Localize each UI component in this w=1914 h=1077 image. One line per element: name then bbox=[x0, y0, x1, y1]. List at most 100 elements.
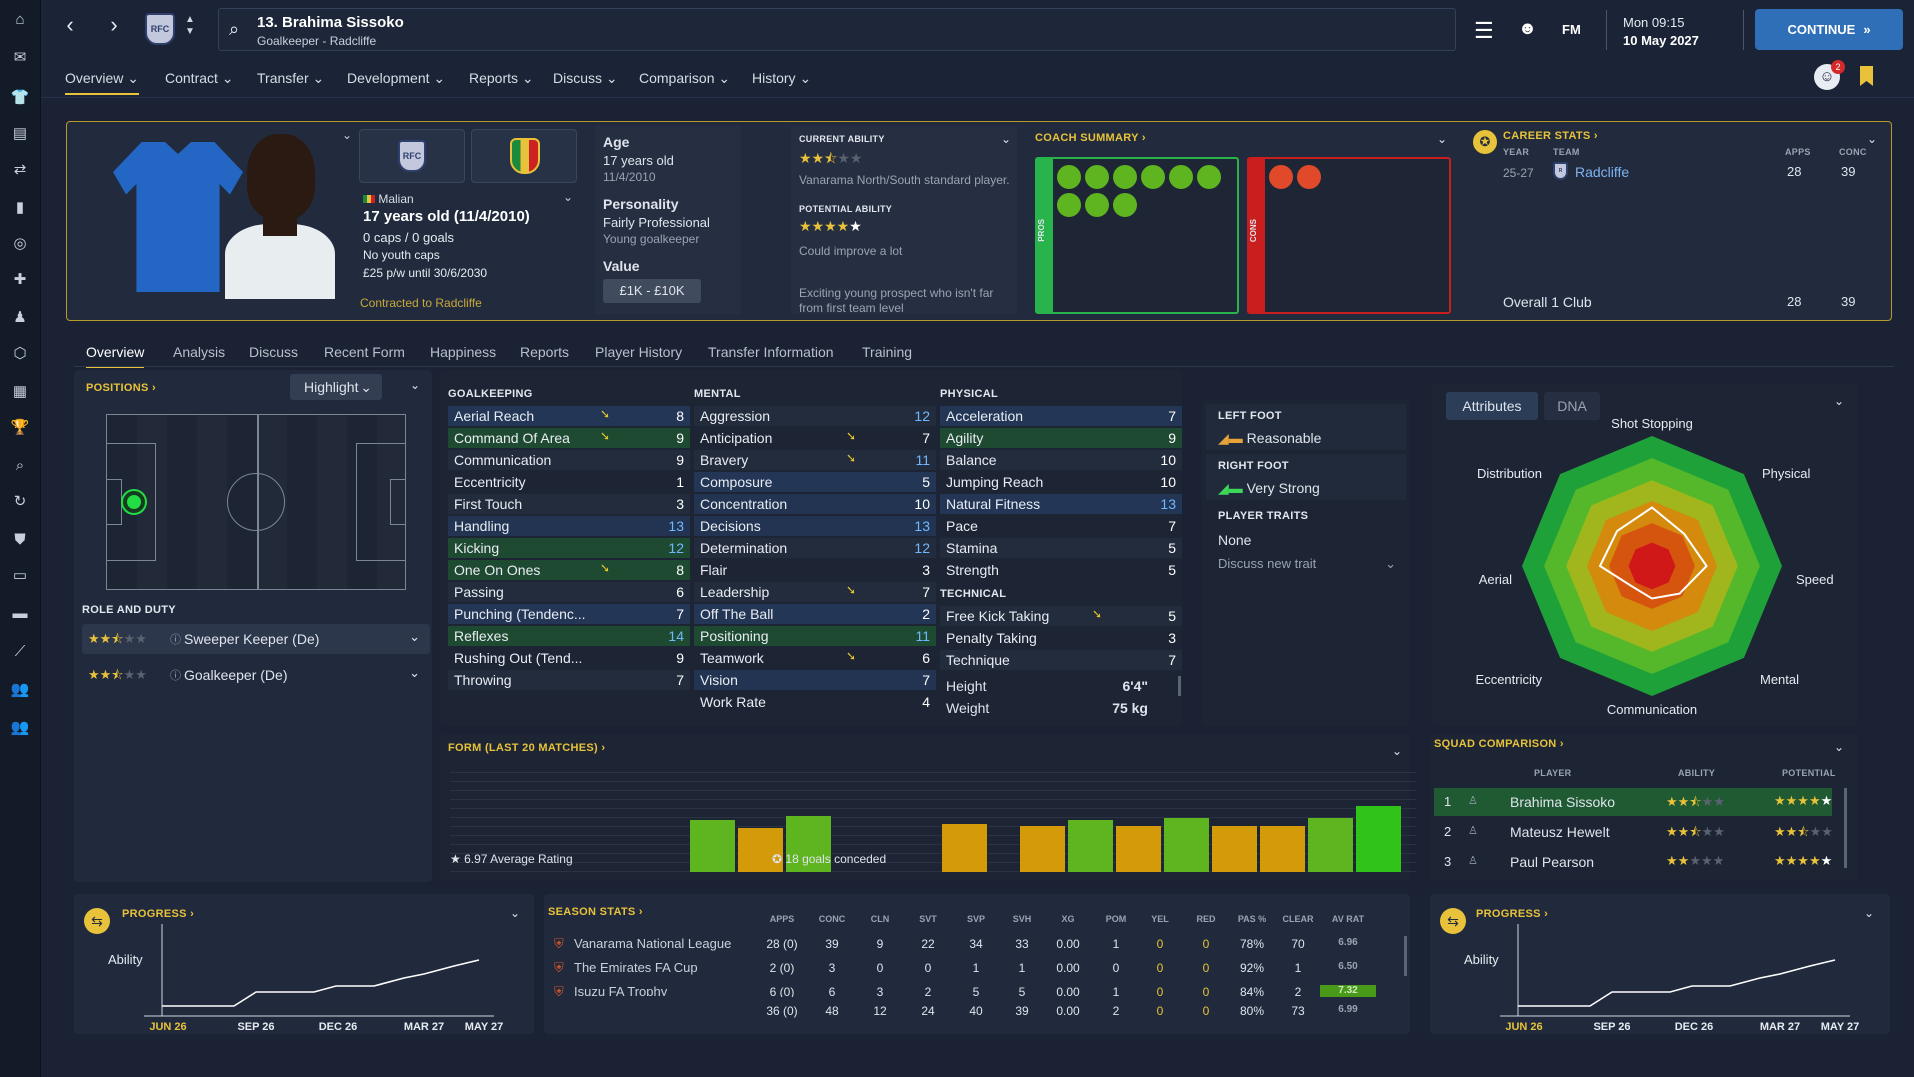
squad-row[interactable]: 3 ♙ Paul Pearson ★★★★★ ★★★★★ bbox=[1434, 848, 1832, 876]
bookmark-icon[interactable] bbox=[1860, 66, 1873, 86]
attribute-row[interactable]: Strength 5 bbox=[940, 560, 1182, 580]
attr-scrollbar[interactable] bbox=[1178, 676, 1181, 696]
attribute-row[interactable]: Kicking 12 bbox=[448, 538, 690, 558]
tab-recent-form[interactable]: Recent Form bbox=[324, 344, 405, 360]
career-stats-label[interactable]: CAREER STATS › bbox=[1503, 130, 1598, 142]
squad-dropdown-icon[interactable]: ⌄ bbox=[1834, 740, 1845, 754]
attribute-row[interactable]: Aerial Reach 8 ➘ bbox=[448, 406, 690, 426]
form-bar[interactable] bbox=[1020, 826, 1065, 872]
nav-overview[interactable]: Overview ⌄ bbox=[65, 70, 139, 95]
competitions-icon[interactable]: 🏆 bbox=[10, 419, 30, 436]
con-trait-icon[interactable] bbox=[1297, 165, 1321, 189]
career-team[interactable]: Radcliffe bbox=[1575, 164, 1630, 180]
attribute-row[interactable]: Jumping Reach 10 bbox=[940, 472, 1182, 492]
attribute-row[interactable]: Positioning 11 bbox=[694, 626, 936, 646]
tab-overview[interactable]: Overview bbox=[86, 344, 145, 368]
staff-group-icon[interactable]: 👥 bbox=[10, 719, 30, 736]
scouting-icon[interactable]: ♟ bbox=[13, 309, 27, 326]
pro-trait-icon[interactable] bbox=[1057, 193, 1081, 217]
role-row-1[interactable]: ★★⯪★★ ⓘ Sweeper Keeper (De) ⌄ bbox=[82, 624, 430, 654]
back-button[interactable]: ‹ bbox=[66, 12, 74, 37]
nation-dropdown-icon[interactable]: ⌄ bbox=[563, 190, 574, 204]
menu-icon[interactable]: ☰ bbox=[1474, 18, 1494, 43]
progress-dropdown-icon[interactable]: ⌄ bbox=[1864, 906, 1875, 920]
value-badge[interactable]: £1K - £10K bbox=[603, 279, 701, 303]
radar-dropdown-icon[interactable]: ⌄ bbox=[1834, 394, 1845, 408]
continue-button[interactable]: CONTINUE » bbox=[1755, 9, 1903, 50]
gk-position-marker[interactable] bbox=[123, 491, 145, 513]
attribute-row[interactable]: Balance 10 bbox=[940, 450, 1182, 470]
refresh-icon[interactable]: ↻ bbox=[13, 493, 27, 510]
season-stats-label[interactable]: SEASON STATS › bbox=[548, 906, 643, 918]
coach-summary-label[interactable]: COACH SUMMARY › bbox=[1035, 132, 1146, 144]
positions-label[interactable]: POSITIONS › bbox=[86, 382, 156, 394]
attribute-row[interactable]: Technique 7 bbox=[940, 650, 1182, 670]
attribute-row[interactable]: Work Rate 4 bbox=[694, 692, 936, 712]
search-icon[interactable]: ⌕ bbox=[15, 456, 25, 474]
progress-label[interactable]: PROGRESS › bbox=[1476, 908, 1549, 920]
clock[interactable]: Mon 09:15 10 May 2027 bbox=[1606, 10, 1744, 50]
nav-contract[interactable]: Contract ⌄ bbox=[165, 70, 234, 86]
squad-comparison-label[interactable]: SQUAD COMPARISON › bbox=[1434, 738, 1564, 750]
competition-name[interactable]: Vanarama National League bbox=[574, 936, 732, 951]
pro-trait-icon[interactable] bbox=[1085, 165, 1109, 189]
club-icon[interactable]: ⛊ bbox=[14, 530, 26, 548]
pro-trait-icon[interactable] bbox=[1169, 165, 1193, 189]
coach-dropdown-icon[interactable]: ⌄ bbox=[1437, 132, 1448, 146]
tab-player-history[interactable]: Player History bbox=[595, 344, 683, 360]
attribute-row[interactable]: Aggression 12 bbox=[694, 406, 936, 426]
attribute-row[interactable]: First Touch 3 bbox=[448, 494, 690, 514]
form-bar[interactable] bbox=[1308, 818, 1353, 872]
nav-reports[interactable]: Reports ⌄ bbox=[469, 70, 534, 86]
social-icon[interactable]: ☻ bbox=[1518, 18, 1537, 38]
nav-development[interactable]: Development ⌄ bbox=[347, 70, 446, 86]
attribute-row[interactable]: Acceleration 7 bbox=[940, 406, 1182, 426]
nav-comparison[interactable]: Comparison ⌄ bbox=[639, 70, 731, 86]
nav-discuss[interactable]: Discuss ⌄ bbox=[553, 70, 618, 86]
attribute-row[interactable]: Agility 9 bbox=[940, 428, 1182, 448]
tab-happiness[interactable]: Happiness bbox=[430, 344, 497, 360]
positions-dropdown-icon[interactable]: ⌄ bbox=[410, 378, 421, 392]
pro-trait-icon[interactable] bbox=[1113, 193, 1137, 217]
attribute-row[interactable]: Natural Fitness 13 bbox=[940, 494, 1182, 514]
form-bar[interactable] bbox=[1068, 820, 1113, 872]
form-bar[interactable] bbox=[738, 828, 783, 872]
tab-discuss[interactable]: Discuss bbox=[249, 344, 299, 360]
attribute-row[interactable]: Determination 12 bbox=[694, 538, 936, 558]
contract-status[interactable]: Contracted to Radcliffe bbox=[360, 296, 482, 310]
tab-analysis[interactable]: Analysis bbox=[173, 344, 226, 360]
pro-trait-icon[interactable] bbox=[1141, 165, 1165, 189]
analytics-icon[interactable]: ⟋ bbox=[14, 642, 26, 660]
info-icon[interactable]: ⓘ bbox=[170, 670, 181, 682]
schedule-icon[interactable]: ▦ bbox=[12, 383, 28, 400]
attribute-row[interactable]: Teamwork 6 ➘ bbox=[694, 648, 936, 668]
transfers-icon[interactable]: ⬡ bbox=[13, 345, 27, 362]
forward-button[interactable]: › bbox=[110, 12, 118, 37]
nation-badge-box[interactable] bbox=[471, 129, 577, 183]
nav-transfer[interactable]: Transfer ⌄ bbox=[257, 70, 325, 86]
squad-row[interactable]: 2 ♙ Mateusz Hewelt ★★⯪★★ ★★⯪★★ bbox=[1434, 818, 1833, 846]
attribute-row[interactable]: Leadership 7 ➘ bbox=[694, 582, 936, 602]
role-row-2[interactable]: ★★⯪★★ ⓘ Goalkeeper (De) ⌄ bbox=[82, 660, 430, 690]
club-badge-box[interactable]: RFC bbox=[359, 129, 465, 183]
tab-reports[interactable]: Reports bbox=[520, 344, 570, 360]
ability-dropdown-icon[interactable]: ⌄ bbox=[1001, 132, 1012, 146]
tactics-icon[interactable]: ▤ bbox=[12, 125, 28, 142]
attribute-row[interactable]: Passing 6 bbox=[448, 582, 690, 602]
attribute-row[interactable]: Communication 9 bbox=[448, 450, 690, 470]
con-trait-icon[interactable] bbox=[1269, 165, 1293, 189]
attribute-row[interactable]: Stamina 5 bbox=[940, 538, 1182, 558]
form-bar[interactable] bbox=[786, 816, 831, 872]
attribute-row[interactable]: Off The Ball 2 bbox=[694, 604, 936, 624]
search-icon[interactable]: ⌕ bbox=[229, 19, 240, 39]
squad-row[interactable]: 1 ♙ Brahima Sissoko ★★⯪★★ ★★★★★ bbox=[1434, 788, 1832, 816]
attribute-row[interactable]: One On Ones 8 ➘ bbox=[448, 560, 690, 580]
attribute-row[interactable]: Anticipation 7 ➘ bbox=[694, 428, 936, 448]
pro-trait-icon[interactable] bbox=[1057, 165, 1081, 189]
form-bar[interactable] bbox=[1260, 826, 1305, 872]
progress-label[interactable]: PROGRESS › bbox=[122, 908, 195, 920]
attribute-row[interactable]: Composure 5 bbox=[694, 472, 936, 492]
form-label[interactable]: FORM (LAST 20 MATCHES) › bbox=[448, 742, 606, 754]
career-dropdown-icon[interactable]: ⌄ bbox=[1867, 132, 1878, 146]
form-dropdown-icon[interactable]: ⌄ bbox=[1392, 744, 1403, 758]
